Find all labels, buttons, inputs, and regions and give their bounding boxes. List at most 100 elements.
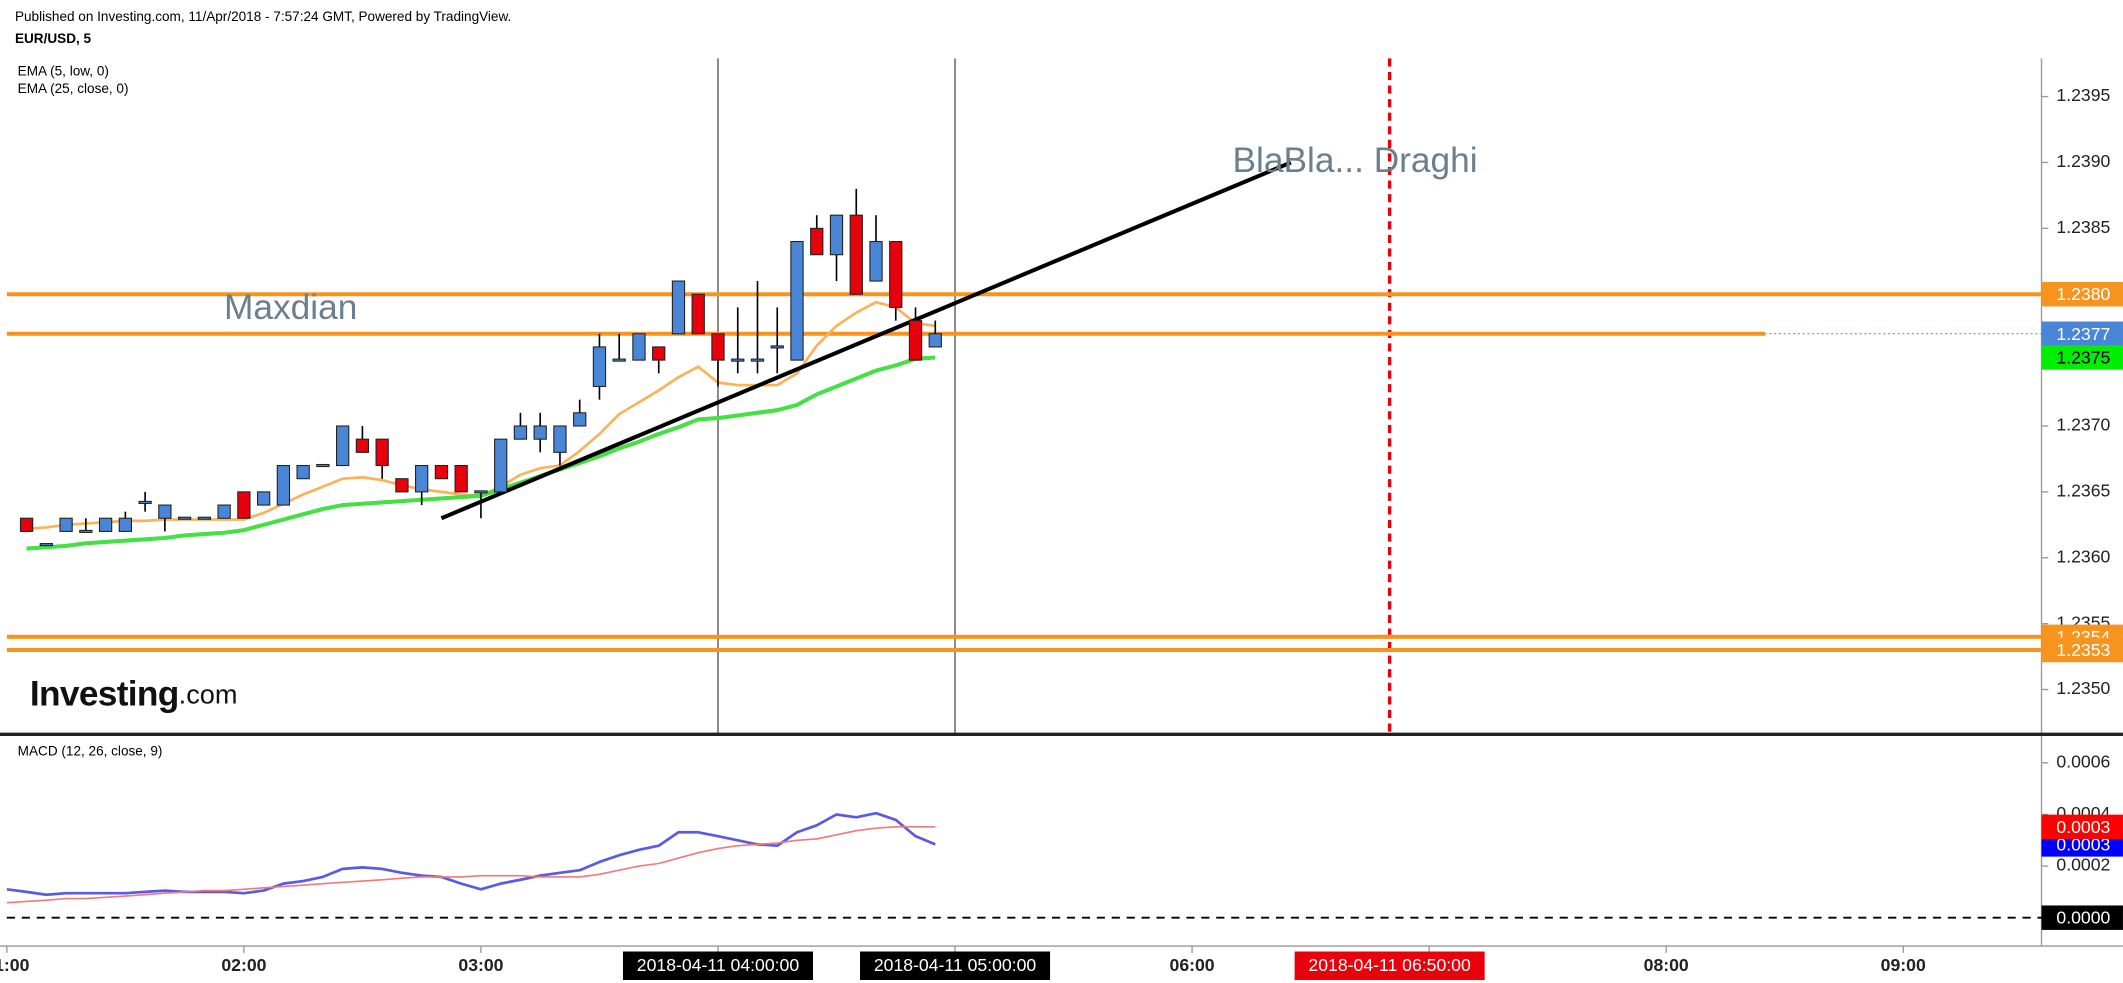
candle-body [889,240,903,308]
candle-body [829,214,844,256]
candle-body [573,412,587,427]
x-tick-label: 08:00 [1644,955,1689,975]
candle-body [849,214,863,295]
legend-entry: EMA (5, low, 0) [18,64,109,79]
candle-body [256,491,271,506]
candle-body [296,464,310,480]
main-layer [6,160,2042,919]
candle-body [750,358,765,362]
x-tick-label: 06:00 [1170,955,1215,975]
candle-body [197,516,212,520]
candle-body [434,464,449,480]
published-note: Published on Investing.com, 11/Apr/2018 … [15,9,511,24]
back-layer: 1.23501.23551.23601.23651.23701.23751.23… [0,58,2123,975]
y-tick-label: 0.0002 [2056,855,2110,875]
annotation: BlaBla... Draghi [1233,141,1478,180]
x-tick-label: 01:00 [0,955,30,975]
candle-body [395,478,409,493]
x-tick-label: 03:00 [458,955,503,975]
candle-body [810,227,824,256]
candle-body [869,240,883,282]
candle-body [316,463,330,468]
candle-body [59,517,73,532]
y-tick-label: 1.2370 [2056,415,2110,435]
macd-title: MACD (12, 26, close, 9) [18,744,163,759]
candle-body [98,517,113,532]
y-tick-label: 1.2385 [2056,217,2110,237]
legend-entry: EMA (25, close, 0) [18,81,129,96]
price-badge-label: 0.0000 [2056,908,2110,928]
candle-body [770,345,784,349]
candle-body [790,240,804,361]
logo-suffix: .com [179,678,238,709]
candle-body [592,346,607,388]
candle-body [79,529,93,533]
candle-body [276,464,291,506]
time-badge [622,951,813,981]
y-tick-label: 1.2350 [2056,678,2110,698]
candle-body [375,438,389,467]
candle-body [39,543,53,547]
candle-body [217,504,231,519]
candle-body [671,280,686,335]
price-badge-label: 1.2353 [2056,640,2110,660]
price-badge-label: 1.2380 [2056,284,2110,304]
price-badge [2041,814,2123,840]
time-badge-label: 2018-04-11 05:00:00 [874,955,1037,975]
price-badge [2041,637,2123,663]
time-badge [1294,951,1485,981]
price-badge [2041,282,2123,307]
price-badge-label: 0.0003 [2056,834,2110,854]
price-badge-label: 0.0003 [2056,817,2110,837]
price-badge [2041,905,2123,930]
time-badge-label: 2018-04-11 06:50:00 [1308,955,1471,975]
candle-body [138,500,152,504]
candle-body [908,320,923,361]
time-badge-label: 2018-04-11 04:00:00 [637,955,800,975]
candle-body [355,438,370,453]
annotation: Maxdian [224,288,357,327]
y-tick-label: 1.2365 [2056,481,2110,501]
candle-body [612,358,626,362]
candle-body [652,346,666,361]
candle-body [415,464,429,493]
time-badge [860,951,1051,981]
candle-body [632,333,646,361]
candle-body [553,425,567,453]
y-tick-label: 0.0006 [2056,752,2110,772]
candle-body [336,425,350,467]
candle-body [177,516,192,520]
candle-body [158,504,172,519]
y-tick-label: 1.2360 [2056,546,2110,566]
macd-line [6,826,936,904]
candle-body [731,358,745,362]
price-badge [2041,345,2123,370]
y-tick-label: 1.2390 [2056,151,2110,171]
price-badge [2041,321,2123,346]
candle-body [533,425,547,440]
price-badge-label: 1.2375 [2056,347,2110,367]
candle-body [474,490,488,494]
candle-body [494,438,508,493]
x-tick-label: 09:00 [1881,955,1926,975]
candle-body [19,517,34,532]
candle-body [118,517,133,532]
candle-body [237,491,251,519]
chart-title: EUR/USD, 5 [15,31,92,46]
candle-body [928,333,942,348]
y-tick-label: 1.2395 [2056,85,2110,105]
candle-body [711,333,725,361]
logo: Investing.com [30,675,238,714]
candle-body [513,425,528,440]
front-layer: 2018-04-11 04:00:00 2018-04-11 05:00:00 20… [0,282,2123,981]
x-tick-label: 02:00 [221,955,266,975]
logo-brand: Investing [30,675,179,714]
candle-body [691,293,705,335]
trend-line [440,160,1292,521]
candle-body [454,464,468,493]
price-badge-label: 1.2377 [2056,324,2110,344]
